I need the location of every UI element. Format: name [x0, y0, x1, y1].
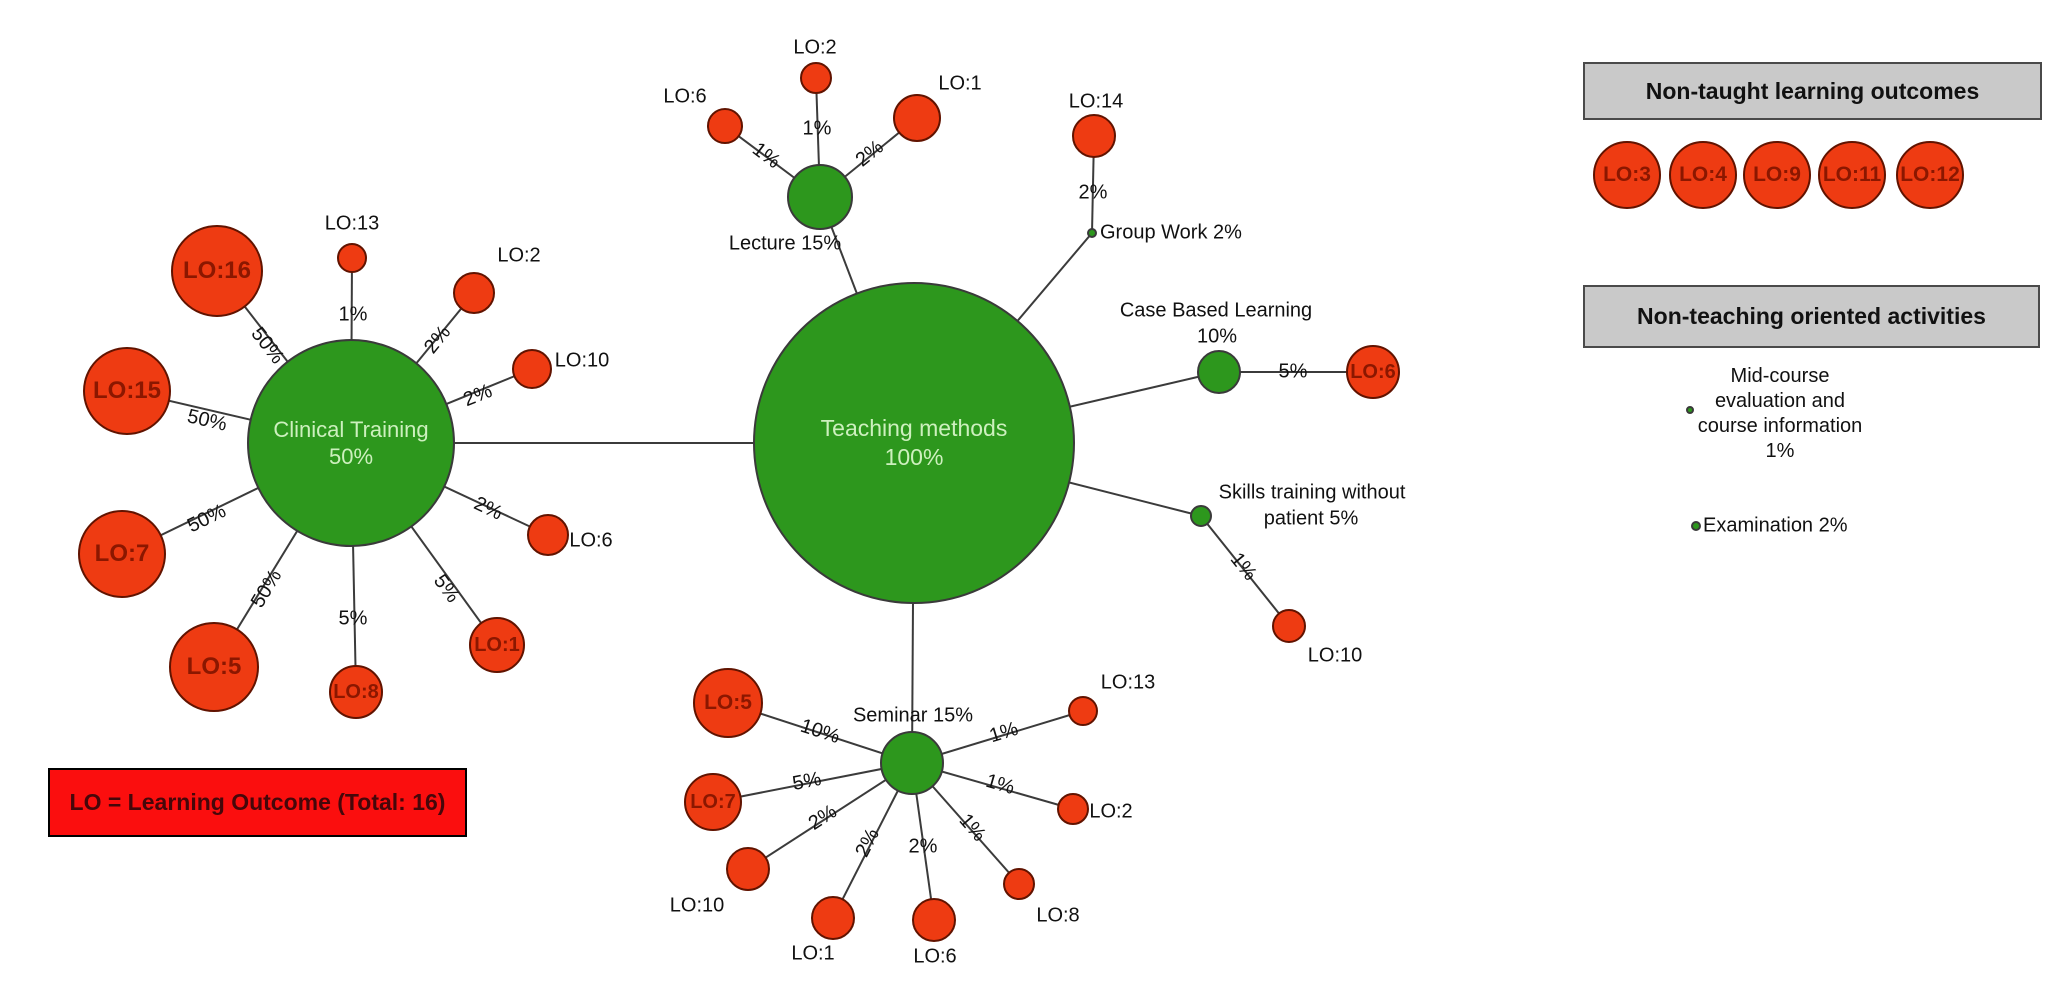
lecture-label: Lecture 15% [728, 232, 842, 255]
mid-course-line1: Mid-course [1730, 365, 1830, 387]
node-label: LO:14 [1068, 90, 1124, 113]
mid-course-line2: evaluation and [1714, 390, 1846, 412]
node-lo7-clinical: LO:7 [78, 510, 166, 598]
node-lo1-lecture [893, 94, 941, 142]
node-lo13-clinical [337, 243, 367, 273]
node-lo2-seminar [1057, 793, 1089, 825]
edge-percent-label: 5% [338, 607, 368, 630]
node-label: LO:10 [669, 894, 725, 917]
node-lo8-seminar [1003, 868, 1035, 900]
node-lo2-clinical [453, 272, 495, 314]
node-label: LO:8 [1036, 904, 1080, 927]
node-label: LO:5 [704, 691, 752, 714]
seminar-label: Seminar 15% [852, 704, 974, 727]
node-label: LO:6 [663, 85, 707, 108]
node-teaching-methods: Teaching methods 100% [753, 282, 1075, 604]
node-lo10-clinical [512, 349, 552, 389]
node-label: LO:2 [793, 36, 837, 59]
node-label: LO:7 [94, 540, 150, 567]
panel-title: Non-taught learning outcomes [1645, 77, 1980, 104]
node-label: LO:7 [690, 790, 736, 813]
legend-label: LO = Learning Outcome (Total: 16) [69, 789, 446, 815]
node-label: LO:1 [938, 72, 982, 95]
node-label: LO:1 [791, 942, 835, 965]
node-lo13-seminar [1068, 696, 1098, 726]
hub-label: Teaching methods 100% [821, 414, 1008, 472]
node-lo12-non-taught: LO:12 [1896, 141, 1964, 209]
node-lo6-lecture [707, 108, 743, 144]
node-clinical-training: Clinical Training 50% [247, 339, 455, 547]
mid-course-line4: 1% [1765, 440, 1795, 462]
node-lo10-skills [1272, 609, 1306, 643]
legend-box: LO = Learning Outcome (Total: 16) [48, 768, 467, 837]
node-label: LO:11 [1822, 163, 1882, 186]
edge-percent-label: 2% [908, 835, 938, 858]
node-seminar [880, 731, 944, 795]
node-label: LO:6 [1350, 360, 1396, 383]
node-label: LO:2 [497, 244, 541, 267]
edge-percent-label: 5% [1278, 360, 1308, 383]
hub-label: Clinical Training 50% [273, 416, 429, 470]
edge-line [1200, 515, 1290, 627]
node-skills-training [1190, 505, 1212, 527]
edge-percent-label: 1% [802, 117, 832, 140]
mid-course-line3: course information [1697, 415, 1863, 437]
node-lo16-clinical: LO:16 [171, 225, 263, 317]
node-label: LO:16 [182, 257, 251, 284]
node-lo7-seminar: LO:7 [684, 773, 742, 831]
node-lo10-seminar [726, 847, 770, 891]
node-lo4-non-taught: LO:4 [1669, 141, 1737, 209]
node-lo5-clinical: LO:5 [169, 622, 259, 712]
non-teaching-panel-header: Non-teaching oriented activities [1583, 285, 2040, 348]
node-lecture [787, 164, 853, 230]
mid-course-dot [1686, 406, 1694, 414]
edge-line [712, 762, 913, 803]
node-label: LO:13 [1100, 671, 1156, 694]
node-label: LO:5 [186, 653, 242, 680]
node-lo1-seminar [811, 896, 855, 940]
examination-dot [1691, 521, 1701, 531]
skills-label-line2: patient 5% [1263, 507, 1359, 530]
node-label: LO:6 [569, 529, 613, 552]
node-label: LO:1 [474, 633, 520, 656]
mid-course-label: Mid-course evaluation and course informa… [1670, 364, 1890, 464]
node-lo1-clinical: LO:1 [469, 617, 525, 673]
node-label: LO:3 [1603, 163, 1651, 186]
case-based-label-line1: Case Based Learning [1119, 299, 1313, 322]
node-group-work-dot [1087, 228, 1097, 238]
node-label: LO:10 [554, 349, 610, 372]
case-based-label-line2: 10% [1196, 325, 1238, 348]
node-label: LO:9 [1753, 163, 1801, 186]
node-lo6-seminar [912, 898, 956, 942]
group-work-label: Group Work 2% [1100, 221, 1242, 244]
node-lo2-lecture [800, 62, 832, 94]
node-label: LO:12 [1900, 163, 1960, 186]
node-label: LO:2 [1089, 800, 1133, 823]
examination-label: Examination 2% [1703, 514, 1848, 537]
panel-title: Non-teaching oriented activities [1637, 303, 1986, 329]
node-label: LO:6 [913, 945, 957, 968]
node-lo5-seminar: LO:5 [693, 668, 763, 738]
hub-label-line1: Teaching methods [820, 415, 1008, 442]
node-label: LO:15 [92, 377, 161, 404]
node-label: LO:8 [333, 680, 379, 703]
node-case-based-learning [1197, 350, 1241, 394]
node-label: LO:13 [324, 212, 380, 235]
node-lo6-case-based: LO:6 [1346, 345, 1400, 399]
non-taught-panel-header: Non-taught learning outcomes [1583, 62, 2042, 120]
node-lo11-non-taught: LO:11 [1818, 141, 1886, 209]
node-lo9-non-taught: LO:9 [1743, 141, 1811, 209]
edge-percent-label: 1% [338, 303, 368, 326]
node-lo6-clinical [527, 514, 569, 556]
node-label: LO:10 [1307, 644, 1363, 667]
node-lo8-clinical: LO:8 [329, 665, 383, 719]
skills-label-line1: Skills training without [1218, 481, 1406, 504]
node-lo14-group-work [1072, 114, 1116, 158]
node-label: LO:4 [1679, 163, 1727, 186]
node-lo3-non-taught: LO:3 [1593, 141, 1661, 209]
hub-label-line2: 100% [884, 444, 944, 470]
node-lo15-clinical: LO:15 [83, 347, 171, 435]
edge-percent-label: 2% [1078, 181, 1108, 204]
